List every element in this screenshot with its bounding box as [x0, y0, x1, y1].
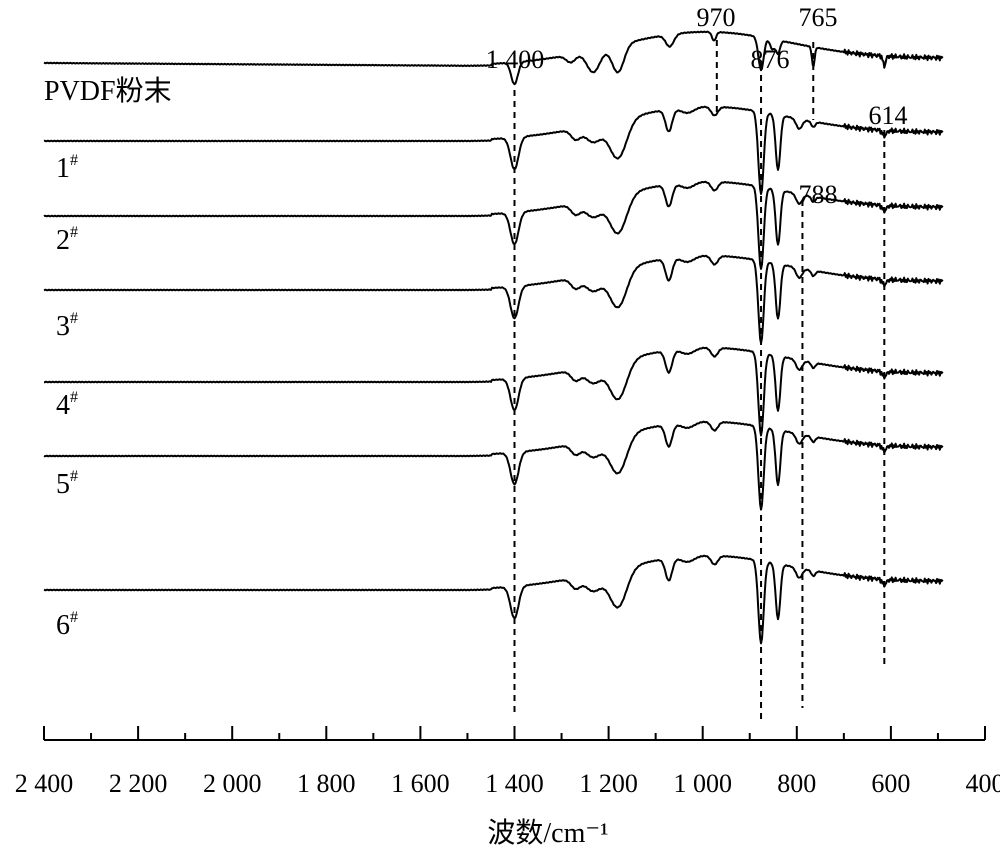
series-label-sup: #	[70, 224, 78, 241]
x-tick-label: 600	[871, 769, 910, 798]
x-tick-label: 2 400	[15, 769, 74, 798]
peak-label-970: 970	[697, 3, 736, 32]
peak-label-876: 876	[751, 45, 790, 74]
series-line-1	[43, 105, 944, 195]
series-line-5	[43, 420, 944, 511]
x-axis: 2 400 2 200 2 000 1 800 1 600 1 400 1 200 1 000…	[15, 726, 1000, 798]
series-label-text: 1	[56, 153, 70, 184]
peak-label-788: 788	[799, 180, 838, 209]
series-label-0: PVDF粉末	[44, 75, 172, 107]
x-tick-label: 1 600	[391, 769, 450, 798]
peak-label-614: 614	[869, 101, 908, 130]
series-label-text: PVDF粉末	[44, 75, 172, 107]
series-label-text: 2	[56, 225, 70, 256]
x-tick-label: 2 200	[109, 769, 168, 798]
series-label-sup: #	[70, 310, 78, 327]
series-line-3	[43, 254, 944, 345]
series-line-2	[43, 180, 944, 270]
series-line-0	[43, 30, 944, 86]
x-tick-label: 800	[777, 769, 816, 798]
series-label-text: 4	[56, 390, 70, 421]
series-label-3: 3#	[56, 310, 78, 342]
x-tick-label: 1 200	[579, 769, 638, 798]
series-label-sup: #	[70, 152, 78, 169]
x-tick-label: 1 800	[297, 769, 356, 798]
x-tick-label: 1 400	[485, 769, 544, 798]
series-label-4: 4#	[56, 389, 78, 421]
series-label-1: 1#	[56, 152, 78, 184]
series-label-text: 3	[56, 311, 70, 342]
spectra-traces	[43, 30, 944, 645]
series-label-5: 5#	[56, 468, 78, 500]
series-label-text: 5	[56, 469, 70, 500]
series-label-2: 2#	[56, 224, 78, 256]
series-label-sup: #	[70, 389, 78, 406]
series-label-6: 6#	[56, 609, 78, 641]
peak-labels: 1 400 970 876 765 788 614	[486, 3, 908, 209]
series-line-4	[43, 346, 944, 437]
x-tick-label: 2 000	[203, 769, 262, 798]
peak-label-1400: 1 400	[486, 45, 545, 74]
peak-label-765: 765	[799, 3, 838, 32]
series-label-sup: #	[70, 468, 78, 485]
series-label-sup: #	[70, 609, 78, 626]
x-tick-label: 400	[966, 769, 1000, 798]
x-tick-label: 1 000	[673, 769, 732, 798]
peak-guide-lines	[513, 40, 886, 720]
series-label-text: 6	[56, 610, 70, 641]
series-line-6	[43, 554, 944, 645]
x-axis-title: 波数/cm⁻¹	[487, 817, 608, 849]
